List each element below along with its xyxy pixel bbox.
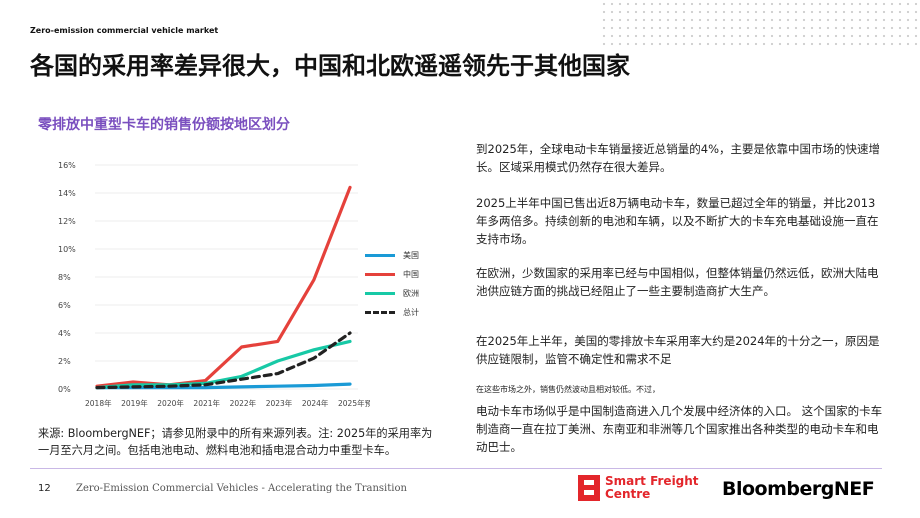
x-tick-label: 2018年 (85, 398, 112, 408)
y-tick-label: 4% (58, 329, 71, 338)
legend-swatch (365, 254, 395, 257)
y-tick-label: 2% (58, 357, 71, 366)
series-line-3 (95, 331, 352, 390)
legend-label: 欧洲 (403, 289, 419, 298)
x-tick-label: 2020年 (157, 398, 184, 408)
legend-item: 欧洲 (365, 288, 419, 299)
x-tick-label: 2025年预测 (338, 398, 370, 408)
y-tick-label: 8% (58, 273, 71, 282)
legend-item: 美国 (365, 250, 419, 261)
paragraph-global: 到2025年，全球电动卡车销量接近总销量的4%，主要是依靠中国市场的快速增长。区… (476, 142, 881, 174)
legend-label: 中国 (403, 270, 419, 279)
smart-freight-centre-logo: Smart Freight Centre (578, 475, 699, 501)
paragraph-emerging-markets: 电动卡车市场似乎是中国制造商进入几个发展中经济体的入口。 这个国家的卡车制造商一… (476, 404, 883, 454)
legend-label: 总计 (403, 308, 419, 317)
series-line-2 (95, 339, 352, 390)
legend-label: 美国 (403, 251, 419, 260)
line-chart: 0% 2% 4% 6% 8% 10% 12% 14% 16% 2018年 2019年 2020年 20… (58, 161, 380, 408)
legend-item: 中国 (365, 269, 419, 280)
x-tick-label: 2019年 (121, 398, 148, 408)
legend-swatch (365, 311, 395, 314)
section-label: Zero-emission commercial vehicle market (30, 26, 219, 35)
footer-divider (30, 468, 882, 469)
legend-swatch (365, 273, 395, 276)
page-number: 12 (38, 483, 51, 494)
paragraph-us: 在2025年上半年，美国的零排放卡车采用率大约是2024年的十分之一，原因是供应… (476, 334, 880, 366)
series-line-1 (95, 185, 352, 388)
legend-item: 总计 (365, 307, 419, 318)
paragraph-other-markets-note: 在这些市场之外，销售仍然波动且相对较低。不过， (476, 385, 660, 394)
legend-swatch (365, 292, 395, 295)
y-tick-label: 12% (58, 217, 76, 226)
bloombergnef-logo: BloombergNEF (722, 478, 875, 500)
dot-pattern-decoration (600, 0, 920, 50)
x-tick-label: 2022年 (230, 398, 257, 408)
y-tick-label: 6% (58, 301, 71, 310)
paragraph-china: 2025上半年中国已售出近8万辆电动卡车，数量已超过全年的销量，并比2013年多… (476, 196, 879, 246)
footer-title: Zero-Emission Commercial Vehicles - Acce… (76, 483, 407, 494)
sfc-logo-icon (578, 475, 600, 501)
y-tick-label: 10% (58, 245, 76, 254)
page-title: 各国的采用率差异很大，中国和北欧遥遥领先于其他国家 (30, 52, 630, 80)
x-tick-label: 2024年 (302, 398, 329, 408)
source-note: 来源: BloombergNEF；请参见附录中的所有来源列表。注: 2025年的… (38, 427, 433, 457)
x-tick-label: 2023年 (266, 398, 293, 408)
chart-container: 0% 2% 4% 6% 8% 10% 12% 14% 16% 2018年 2019年 2020年 20… (40, 150, 380, 414)
x-tick-label: 2021年 (193, 398, 220, 408)
paragraph-europe: 在欧洲，少数国家的采用率已经与中国相似，但整体销量仍然远低，欧洲大陆电池供应链方… (476, 266, 879, 298)
y-tick-label: 14% (58, 189, 76, 198)
chart-title: 零排放中重型卡车的销售份额按地区划分 (38, 117, 290, 133)
y-tick-label: 16% (58, 161, 76, 170)
sfc-logo-line2: Centre (605, 487, 651, 501)
sfc-logo-line1: Smart Freight (605, 474, 699, 488)
y-tick-label: 0% (58, 385, 71, 394)
